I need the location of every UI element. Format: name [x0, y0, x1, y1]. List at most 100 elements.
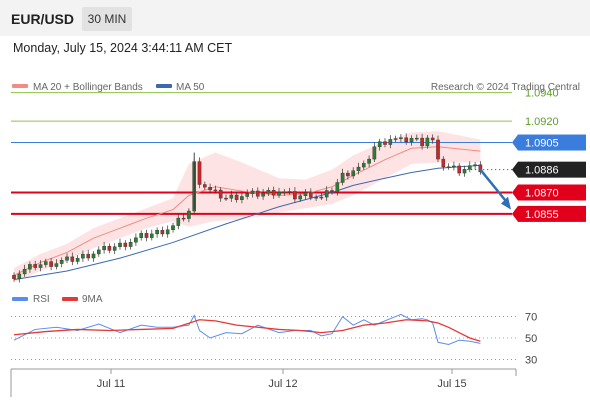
target-1-label: 1.0920 [525, 116, 559, 128]
ma20-line [13, 146, 481, 276]
candle-body-79 [430, 137, 435, 141]
ma50-line [13, 164, 481, 281]
candle-body-78 [425, 137, 430, 147]
candle-body-43 [240, 196, 244, 200]
candle-body-29 [165, 229, 170, 235]
candle-body-76 [415, 137, 419, 140]
candle-body-18 [107, 245, 112, 251]
candle-body-27 [155, 229, 159, 235]
x-axis: Jul 11 Jul 12 Jul 15 [97, 369, 467, 390]
candle-body-5 [38, 264, 43, 268]
rsi-ma-legend-label: 9MA [82, 294, 103, 305]
candle-body-61 [335, 182, 340, 193]
x-tick-label-1: Jul 12 [268, 378, 297, 390]
rsi-ma-line [13, 319, 481, 342]
candle-body-53 [293, 191, 297, 200]
candle-body-82 [446, 166, 451, 168]
x-tick-label-0: Jul 11 [97, 378, 126, 390]
candle-body-63 [346, 172, 350, 177]
candle-body-57 [314, 197, 318, 199]
candle-body-55 [303, 192, 308, 197]
candle-body-46 [256, 190, 260, 197]
candle-body-67 [367, 158, 371, 164]
candle-body-35 [197, 161, 202, 185]
candle-body-14 [86, 253, 90, 259]
chart-header-bar: EUR/USD 30 MIN [0, 0, 590, 36]
candle-body-65 [356, 166, 361, 171]
candle-body-20 [118, 242, 122, 247]
candle-body-50 [277, 192, 281, 196]
candle-body-69 [377, 141, 382, 148]
candle-body-11 [70, 256, 75, 262]
candle-body-85 [462, 169, 467, 174]
ma20-legend-swatch [12, 84, 28, 88]
target-2-label: 1.0940 [525, 88, 559, 100]
support-1-tag-label: 1.0870 [525, 187, 559, 199]
candle-body-68 [372, 146, 377, 160]
last-price-tag [518, 161, 586, 178]
candle-body-39 [218, 189, 223, 199]
support-2-tag [518, 205, 586, 222]
candle-body-45 [250, 190, 255, 194]
candle-body-73 [399, 137, 403, 139]
rsi-legend-label: RSI [33, 294, 50, 305]
candle-body-58 [319, 196, 324, 199]
candle-body-66 [362, 163, 366, 168]
pivot-tag [518, 134, 586, 151]
candle-body-12 [75, 257, 80, 262]
candle-body-81 [441, 158, 446, 168]
candle-body-4 [33, 264, 37, 268]
copyright-label: Research © 2024 Trading Central [431, 82, 580, 93]
timeframe-button[interactable]: 30 MIN [82, 7, 132, 31]
candle-body-74 [404, 137, 409, 143]
candle-body-26 [149, 233, 154, 238]
ma50-legend-swatch [156, 84, 172, 88]
candle-body-70 [383, 141, 387, 145]
candle-body-62 [340, 172, 345, 183]
candle-body-72 [393, 138, 398, 140]
support-1-tag [518, 184, 586, 201]
candle-body-59 [324, 190, 329, 198]
candle-body-28 [160, 229, 165, 235]
x-tick-label-2: Jul 15 [437, 378, 466, 390]
candle-body-41 [229, 194, 234, 199]
candle-body-52 [287, 191, 292, 193]
candle-body-6 [44, 261, 48, 265]
forecast-arrow-shaft [479, 168, 509, 205]
candle-body-84 [457, 165, 462, 174]
candle-body-37 [208, 187, 212, 191]
forecast-arrow-head [501, 196, 511, 210]
candle-body-48 [266, 190, 271, 194]
candle-body-16 [96, 249, 101, 255]
candle-body-83 [452, 165, 456, 168]
pivot-tag-pointer [512, 134, 518, 151]
candle-body-86 [468, 165, 472, 170]
pivot-tag-label: 1.0905 [525, 138, 559, 150]
candle-body-60 [330, 190, 334, 193]
candle-body-87 [473, 164, 477, 166]
candle-body-56 [309, 192, 313, 198]
price-panel: 1.0940 1.0920 1.0905 1.0886 1.0870 1.0855 [11, 88, 586, 283]
candle-body-9 [59, 260, 64, 264]
candle-body-1 [17, 273, 22, 279]
rsi-tick-70: 70 [525, 312, 537, 324]
rsi-panel: 70 50 30 [11, 312, 537, 366]
support-2-tag-label: 1.0855 [525, 209, 559, 221]
candle-body-49 [271, 190, 276, 196]
candle-body-42 [234, 194, 239, 200]
candle-body-88 [478, 164, 483, 173]
candle-body-13 [81, 253, 85, 259]
candle-body-40 [224, 197, 228, 200]
candle-body-47 [261, 193, 265, 197]
rsi-legend-swatch [12, 297, 28, 301]
candle-body-7 [49, 261, 53, 267]
candle-body-10 [65, 256, 69, 261]
candle-body-30 [171, 225, 175, 230]
timestamp-label: Monday, July 15, 2024 3:44:11 AM CET [13, 41, 233, 55]
candle-body-23 [134, 237, 138, 243]
candle-body-77 [420, 137, 424, 147]
candle-body-32 [181, 217, 186, 220]
last-price-tag-label: 1.0886 [525, 165, 559, 177]
rsi-tick-30: 30 [525, 354, 537, 366]
